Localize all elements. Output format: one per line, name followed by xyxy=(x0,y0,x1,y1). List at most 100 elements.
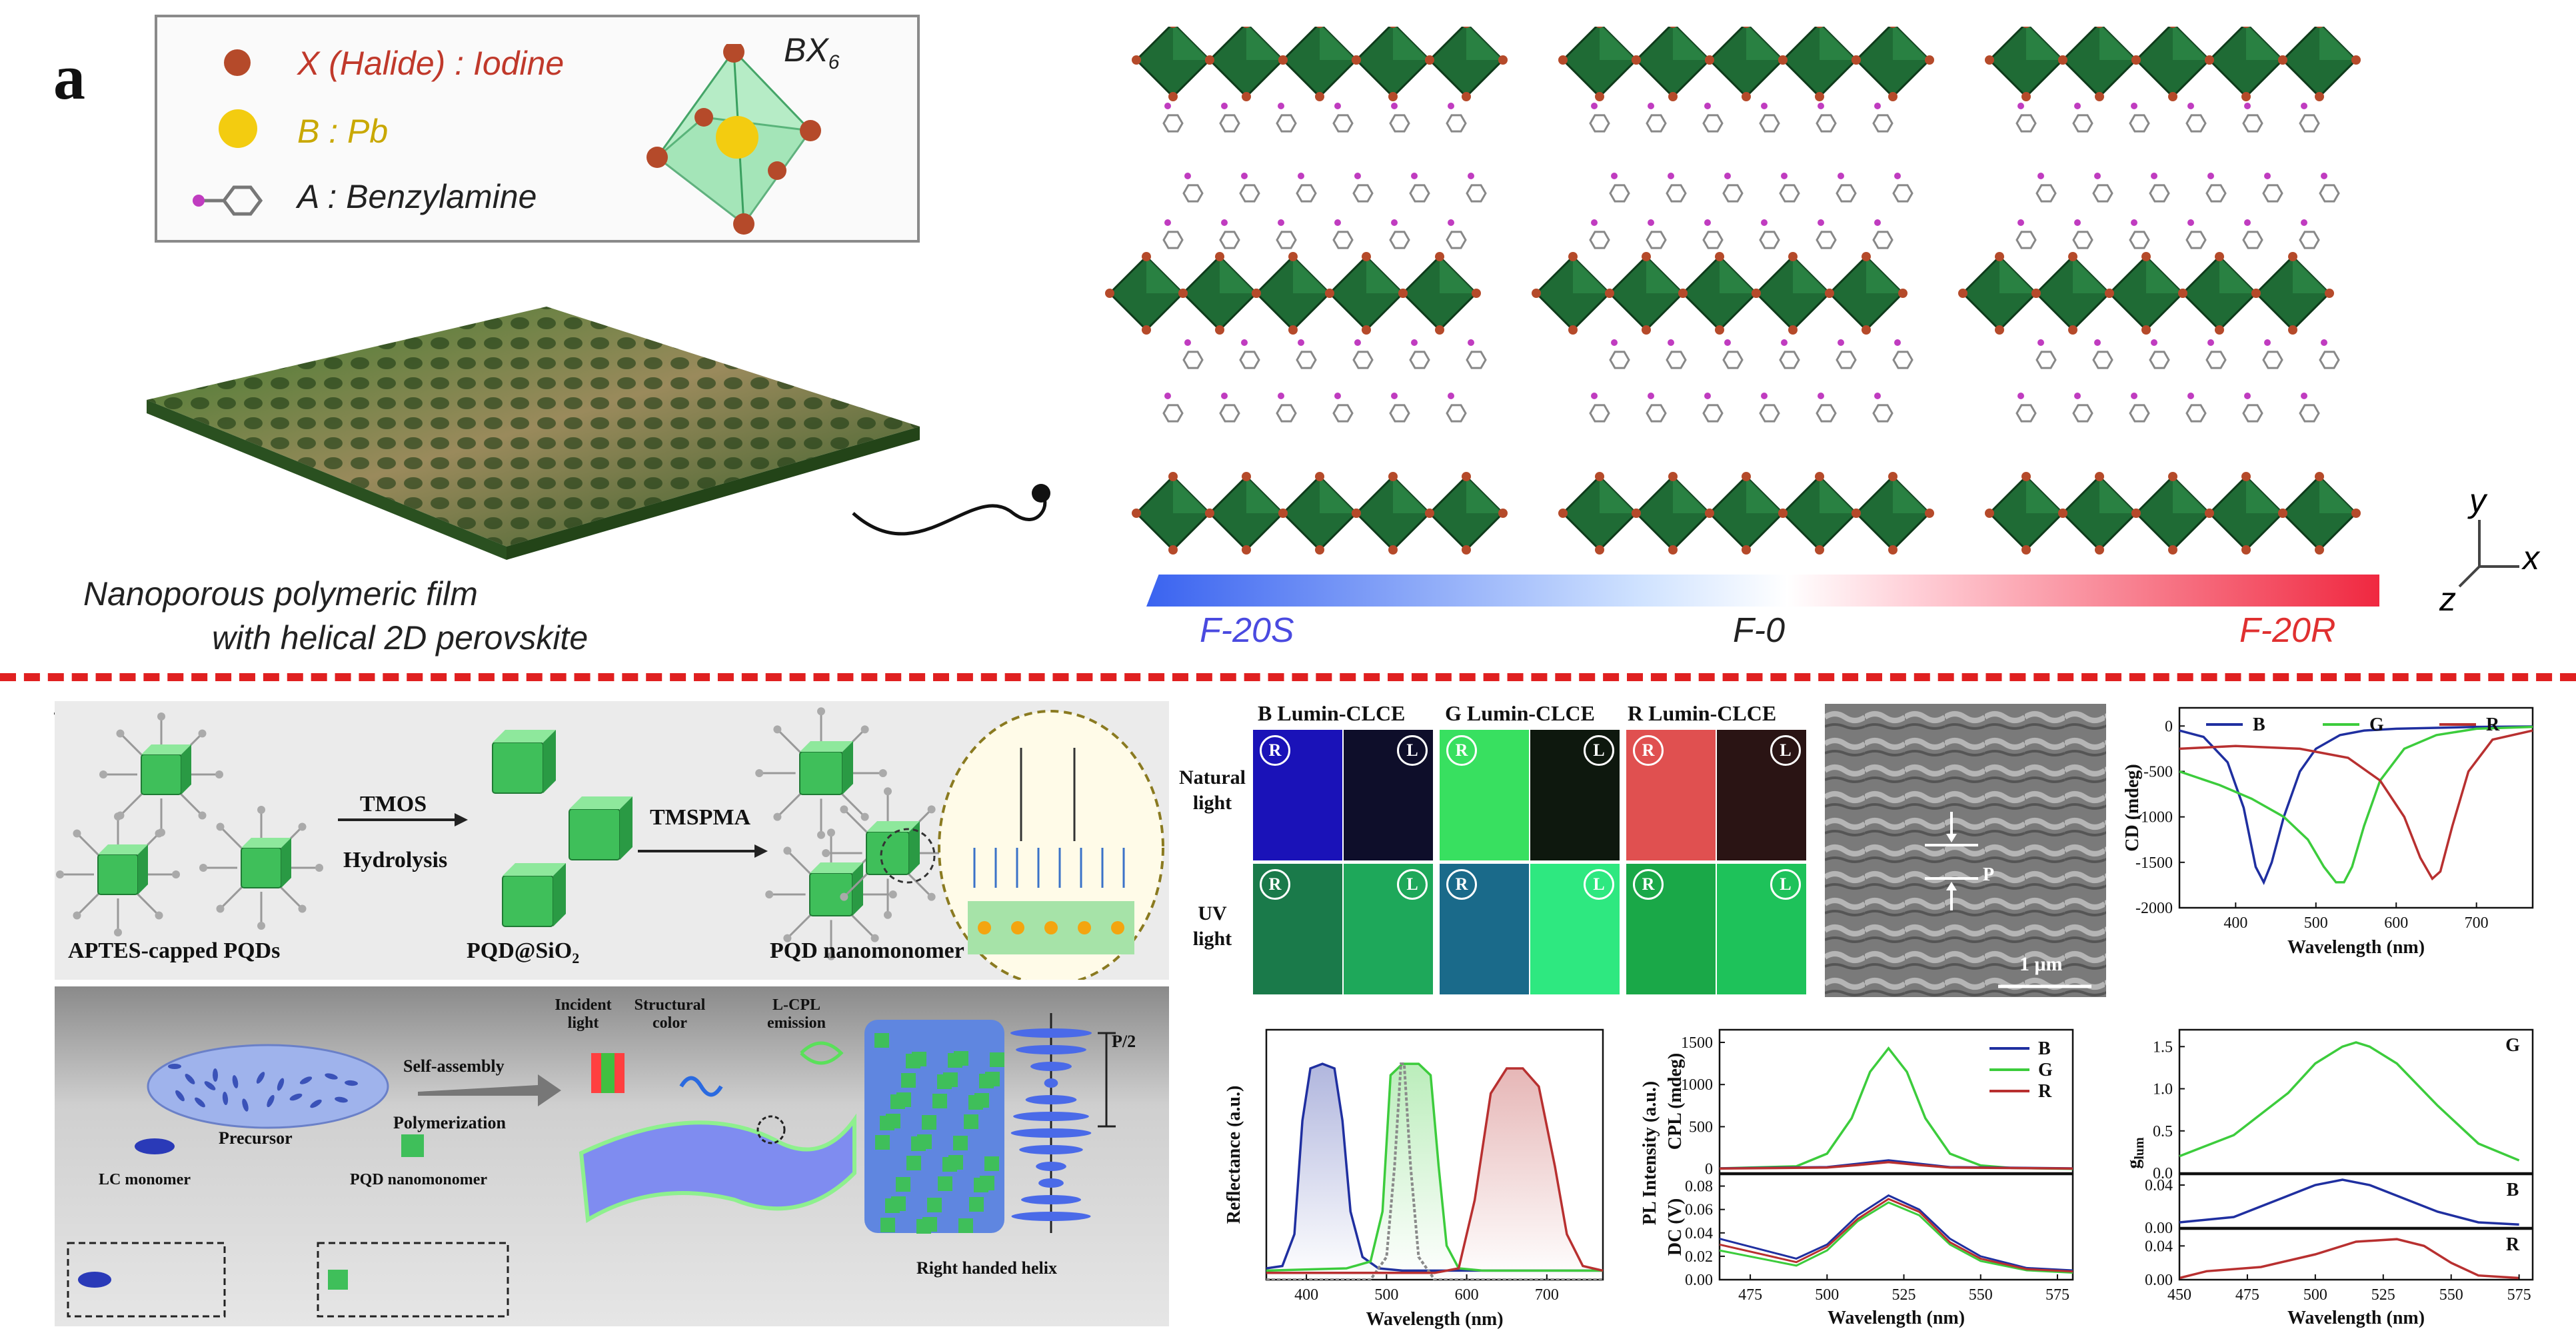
half-pitch-label: P/2 xyxy=(1112,1032,1136,1051)
row-label-natural: Natural light xyxy=(1179,766,1246,814)
benzylamine-molecule xyxy=(1722,351,1744,369)
benzylamine-molecule xyxy=(2185,231,2207,249)
incident-light-label: Incident light xyxy=(555,996,612,1032)
self-assembly-label: Self-assembly xyxy=(403,1056,505,1076)
benzylamine-molecule xyxy=(1589,114,1610,133)
benzylamine-molecule xyxy=(2262,184,2283,203)
cd-chart: 0 -500 -1000 -1500 -2000 400 500 600 700 Waveleng… xyxy=(2122,706,2534,958)
film-caption-line1: Nanoporous polymeric film xyxy=(83,575,478,613)
plot-frame xyxy=(1718,1173,2074,1281)
section-divider xyxy=(0,673,2576,681)
synthesis-diagram xyxy=(56,707,1164,980)
benzylamine-molecule xyxy=(2035,184,2057,203)
benzylamine-molecule xyxy=(2149,184,2170,203)
row-label-uv: UV light xyxy=(1192,902,1232,950)
y-tick-label: -2000 xyxy=(2135,900,2173,917)
refl-series-R xyxy=(1266,1067,1604,1274)
cd-series-B xyxy=(2179,725,2533,885)
coordinate-axes-icon xyxy=(2458,520,2519,588)
benzylamine-molecule xyxy=(1836,184,1857,203)
lc-monomer-box xyxy=(67,1242,226,1318)
pqd-nanomonomer-legend-label: PQD nanomonomer xyxy=(350,1171,487,1188)
benzylamine-molecule xyxy=(1779,351,1800,369)
clce-film xyxy=(579,1113,856,1224)
y-tick-label: -500 xyxy=(2143,763,2173,780)
benzylamine-molecule xyxy=(2242,404,2263,423)
right-handed-helix-label: Right handed helix xyxy=(916,1258,1057,1278)
cpl-series-R xyxy=(1719,1160,2073,1170)
benzylamine-molecule xyxy=(1646,231,1667,249)
structural-color-label: Structural color xyxy=(634,996,706,1032)
benzylamine-molecule xyxy=(1219,114,1240,133)
assembly-diagram xyxy=(67,1013,1116,1318)
polymerization-label: Polymerization xyxy=(393,1113,506,1132)
aptes-pqd-2 xyxy=(56,812,180,936)
benzylamine-molecule xyxy=(1332,231,1354,249)
benzylamine-molecule xyxy=(1759,231,1780,249)
y-tick-label: 0.00 xyxy=(2145,1220,2173,1237)
benzylamine-molecule xyxy=(1239,184,1260,203)
benzylamine-molecule xyxy=(1872,231,1894,249)
legend-label-R: R xyxy=(2038,1081,2052,1102)
aptes-pqd-1 xyxy=(99,712,223,836)
benzylamine-molecule xyxy=(1182,184,1204,203)
benzylamine-molecule xyxy=(1352,184,1374,203)
y-axis-label: CD (mdeg) xyxy=(2122,764,2143,851)
benzylamine-molecule xyxy=(1276,114,1297,133)
benzylamine-molecule xyxy=(1332,114,1354,133)
benzylamine-molecule xyxy=(1646,404,1667,423)
y-tick-label: -1500 xyxy=(2135,854,2173,872)
perovskite-structures xyxy=(1105,27,2361,555)
benzylamine-molecule xyxy=(1162,404,1184,423)
legend-label-B: B xyxy=(2253,714,2265,735)
x-tick-label: 400 xyxy=(1294,1286,1318,1304)
benzylamine-molecule xyxy=(1759,114,1780,133)
benzylamine-molecule xyxy=(1779,184,1800,203)
benzylamine-molecule xyxy=(1589,231,1610,249)
x-tick-label: 525 xyxy=(1892,1286,1916,1304)
benzylamine-molecule xyxy=(1702,114,1724,133)
top-y-tick-label: 1000 xyxy=(1681,1076,1713,1094)
left-handed-badge: L xyxy=(1770,735,1801,766)
film-zoom-circle xyxy=(756,1115,786,1144)
x-tick-label: 400 xyxy=(2223,914,2247,932)
benzylamine-molecule xyxy=(1722,184,1744,203)
benzylamine-molecule xyxy=(1816,404,1837,423)
legend-lead-label: B : Pb xyxy=(297,113,389,150)
y-tick-label: 0.0 xyxy=(2153,1165,2173,1182)
benzylamine-molecule xyxy=(2072,114,2093,133)
glum-series-R xyxy=(2179,1238,2519,1280)
photo-header-r: R Lumin-CLCE xyxy=(1628,701,1777,725)
tmos-label: TMOS xyxy=(360,792,427,816)
bx6-octahedron-icon xyxy=(646,44,821,235)
benzylamine-molecule xyxy=(1466,351,1487,369)
benzylamine-molecule-icon xyxy=(193,185,263,216)
benzylamine-molecule xyxy=(1409,184,1430,203)
y-tick-label: 1.0 xyxy=(2153,1081,2173,1098)
right-handed-badge: R xyxy=(1633,869,1664,900)
axis-z-label: z xyxy=(2439,581,2456,618)
benzylamine-molecule xyxy=(1609,351,1630,369)
chirality-gradient-bar xyxy=(1146,575,2379,607)
panel-a-letter: a xyxy=(53,41,85,113)
zoom-connector-line xyxy=(852,491,1047,536)
benzylamine-molecule xyxy=(2129,404,2150,423)
benzylamine-molecule xyxy=(1389,404,1410,423)
pqd-monomer-box xyxy=(317,1242,509,1318)
benzylamine-molecule xyxy=(1446,231,1467,249)
bottom-y-tick-label: 0.00 xyxy=(1685,1272,1713,1289)
cd-series-G xyxy=(2179,725,2533,884)
plot-frame xyxy=(2178,1228,2534,1281)
benzylamine-molecule xyxy=(1816,231,1837,249)
right-handed-badge: R xyxy=(1260,869,1290,900)
top-y-tick-label: 500 xyxy=(1689,1118,1713,1136)
bottom-y-tick-label: 0.02 xyxy=(1685,1248,1713,1266)
top-y-tick-label: 0 xyxy=(1705,1161,1713,1178)
lead-dot-icon xyxy=(219,109,257,148)
refl-series-PL xyxy=(1266,1062,1603,1281)
photo-header-g: G Lumin-CLCE xyxy=(1445,701,1595,725)
dc-series-G xyxy=(1719,1201,2073,1274)
tmspma-label: TMSPMA xyxy=(650,805,751,830)
benzylamine-molecule xyxy=(1239,351,1260,369)
left-handed-badge: L xyxy=(1584,869,1614,900)
